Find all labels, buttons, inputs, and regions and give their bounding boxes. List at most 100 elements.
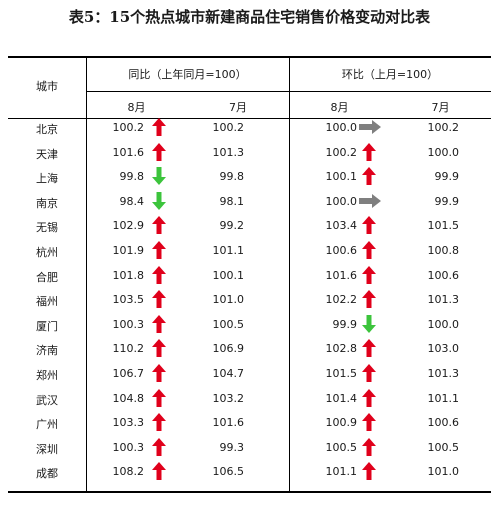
city-name: 无锡 xyxy=(36,221,58,235)
mom-aug-up-arrow-icon xyxy=(362,437,376,456)
mom-aug-up-arrow-icon xyxy=(362,290,376,309)
city-name: 天津 xyxy=(36,147,58,161)
mom-aug-value: 100.0 xyxy=(325,121,358,134)
mom-jul-value: 99.9 xyxy=(434,194,460,208)
divider-city-column xyxy=(86,56,87,491)
yoy-jul-value: 100.2 xyxy=(212,121,245,134)
city-name: 深圳 xyxy=(36,442,58,456)
yoy-jul-value: 101.1 xyxy=(212,244,245,257)
header-yoy-aug: 8月 xyxy=(127,101,146,114)
mom-aug-value: 102.8 xyxy=(325,342,358,356)
mom-aug-up-arrow-icon xyxy=(362,265,376,284)
yoy-aug-up-arrow-icon xyxy=(152,216,166,235)
city-name: 福州 xyxy=(36,295,58,309)
yoy-aug-value: 106.7 xyxy=(112,367,145,380)
mom-aug-value: 101.5 xyxy=(325,367,358,380)
mom-aug-up-arrow-icon xyxy=(362,142,376,161)
yoy-aug-up-arrow-icon xyxy=(152,142,166,161)
city-name: 上海 xyxy=(36,172,58,186)
yoy-aug-value: 100.3 xyxy=(112,440,145,454)
yoy-jul-value: 99.8 xyxy=(219,170,245,184)
city-name: 北京 xyxy=(36,123,58,136)
page-title: 表5：15个热点城市新建商品住宅销售价格变动对比表 xyxy=(68,8,431,26)
city-name: 济南 xyxy=(36,344,58,358)
yoy-aug-down-arrow-icon xyxy=(152,167,166,186)
yoy-jul-value: 99.2 xyxy=(219,219,245,233)
yoy-aug-up-arrow-icon xyxy=(152,118,166,136)
mom-aug-value: 102.2 xyxy=(325,293,358,307)
mom-aug-value: 103.4 xyxy=(325,219,358,233)
city-name: 合肥 xyxy=(36,270,58,284)
mom-aug-value: 101.6 xyxy=(325,268,358,282)
mom-jul-value: 103.0 xyxy=(427,342,460,356)
yoy-aug-value: 103.3 xyxy=(112,416,145,430)
header-yoy: 同比（上年同月=100） xyxy=(128,68,247,81)
mom-aug-up-arrow-icon xyxy=(362,462,376,481)
yoy-aug-value: 98.4 xyxy=(119,194,145,208)
yoy-aug-up-arrow-icon xyxy=(152,314,166,333)
mom-jul-value: 100.2 xyxy=(427,121,460,134)
yoy-jul-value: 101.6 xyxy=(212,416,245,430)
mom-aug-flat-arrow-icon xyxy=(359,193,381,208)
mom-aug-value: 100.5 xyxy=(325,440,358,454)
mom-aug-value: 101.1 xyxy=(325,465,358,479)
yoy-aug-value: 101.9 xyxy=(112,244,145,257)
mom-jul-value: 100.5 xyxy=(427,440,460,454)
divider-yoy-mom xyxy=(289,56,290,491)
yoy-aug-value: 99.8 xyxy=(119,170,145,184)
yoy-aug-up-arrow-icon xyxy=(152,413,166,432)
yoy-aug-up-arrow-icon xyxy=(152,388,166,407)
yoy-jul-value: 103.2 xyxy=(212,391,245,405)
yoy-aug-up-arrow-icon xyxy=(152,339,166,358)
mom-jul-value: 100.0 xyxy=(427,317,460,331)
yoy-jul-value: 100.1 xyxy=(212,268,245,282)
mom-aug-flat-arrow-icon xyxy=(359,120,381,134)
mom-jul-value: 101.0 xyxy=(427,465,460,479)
yoy-aug-value: 104.8 xyxy=(112,391,145,405)
yoy-aug-up-arrow-icon xyxy=(152,437,166,456)
mom-aug-up-arrow-icon xyxy=(362,388,376,407)
yoy-jul-value: 104.7 xyxy=(212,367,245,380)
divider-header-body xyxy=(8,118,491,119)
mom-jul-value: 99.9 xyxy=(434,170,460,184)
mom-jul-value: 100.6 xyxy=(427,416,460,430)
header-mom-aug: 8月 xyxy=(330,101,349,114)
yoy-aug-up-arrow-icon xyxy=(152,290,166,309)
mom-aug-up-arrow-icon xyxy=(362,216,376,235)
mom-aug-down-arrow-icon xyxy=(362,314,376,333)
yoy-aug-value: 102.9 xyxy=(112,219,145,233)
yoy-jul-value: 100.5 xyxy=(212,317,245,331)
city-name: 南京 xyxy=(36,196,58,210)
city-name: 杭州 xyxy=(36,246,58,259)
yoy-jul-value: 101.3 xyxy=(212,145,245,159)
mom-jul-value: 101.3 xyxy=(427,293,460,307)
mom-aug-up-arrow-icon xyxy=(362,339,376,358)
yoy-jul-value: 99.3 xyxy=(219,440,245,454)
mom-aug-value: 99.9 xyxy=(332,317,358,331)
mom-jul-value: 101.5 xyxy=(427,219,460,233)
header-mom: 环比（上月=100） xyxy=(341,68,439,81)
header-mom-jul: 7月 xyxy=(431,101,450,114)
table-top-rule xyxy=(8,56,491,58)
yoy-aug-value: 110.2 xyxy=(112,342,145,356)
yoy-jul-value: 106.5 xyxy=(212,465,245,479)
yoy-aug-value: 108.2 xyxy=(112,465,145,479)
city-name: 郑州 xyxy=(36,369,58,382)
mom-aug-up-arrow-icon xyxy=(362,241,376,259)
mom-jul-value: 100.0 xyxy=(427,145,460,159)
mom-jul-value: 100.8 xyxy=(427,244,460,257)
city-name: 成都 xyxy=(36,467,58,481)
city-name: 厦门 xyxy=(36,319,58,333)
mom-aug-value: 100.9 xyxy=(325,416,358,430)
mom-jul-value: 101.1 xyxy=(427,391,460,405)
mom-aug-up-arrow-icon xyxy=(362,167,376,186)
header-yoy-jul: 7月 xyxy=(229,101,247,114)
yoy-aug-value: 103.5 xyxy=(112,293,145,307)
yoy-jul-value: 106.9 xyxy=(212,342,245,356)
mom-aug-up-arrow-icon xyxy=(362,364,376,382)
yoy-aug-value: 100.2 xyxy=(112,121,145,134)
mom-aug-value: 100.6 xyxy=(325,244,358,257)
yoy-aug-up-arrow-icon xyxy=(152,265,166,284)
yoy-jul-value: 101.0 xyxy=(212,293,245,307)
divider-group-header xyxy=(86,91,491,92)
